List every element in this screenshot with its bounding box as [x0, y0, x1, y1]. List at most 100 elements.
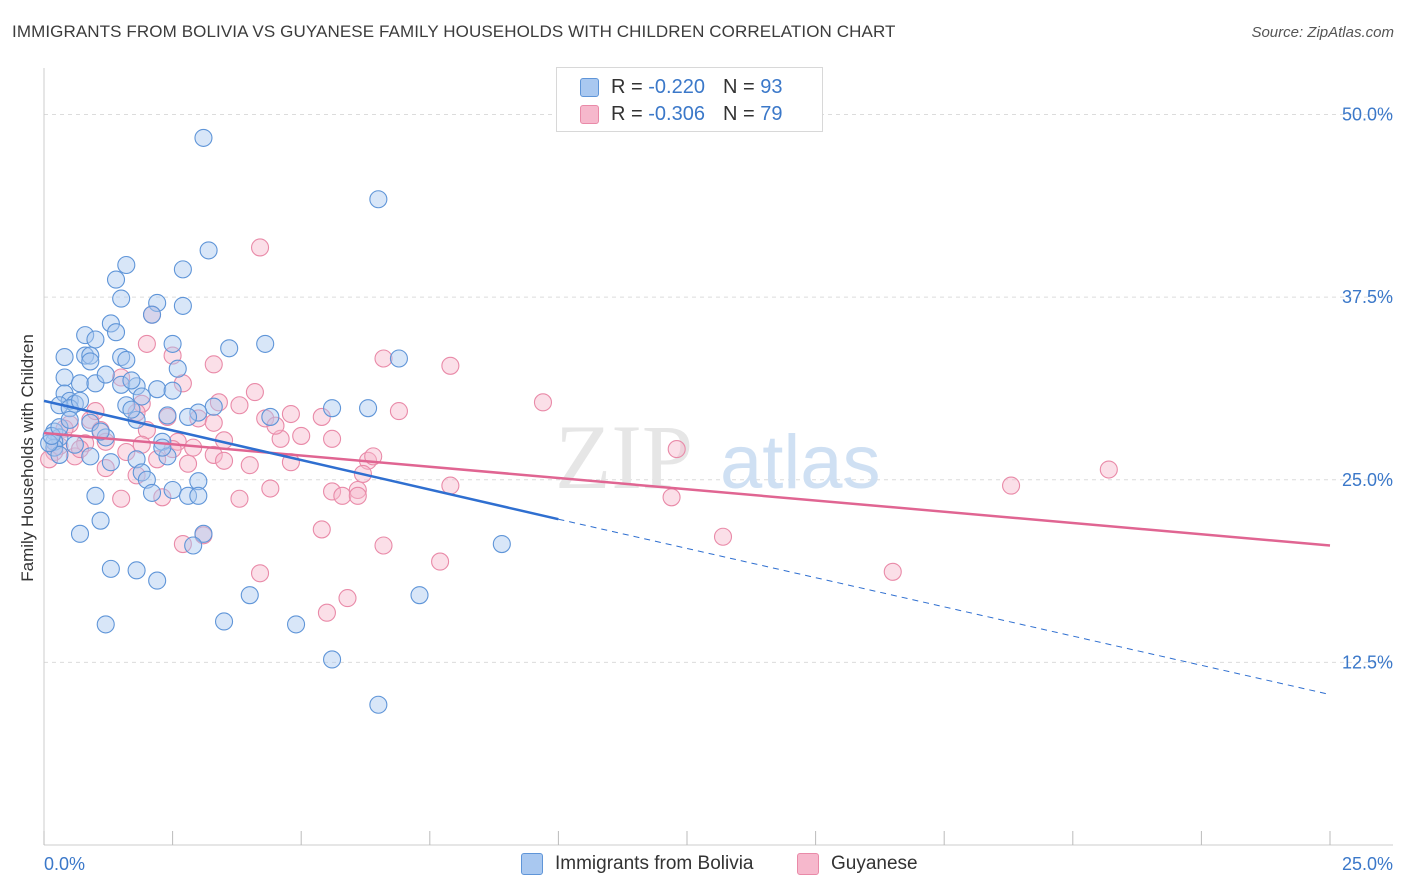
bolivia-point: [163, 334, 182, 353]
source-credit: Source: ZipAtlas.com: [1251, 24, 1394, 41]
guyanese-point: [204, 355, 223, 374]
guyanese-point: [112, 489, 131, 508]
guyanese-point: [214, 451, 234, 470]
bolivia-point: [81, 447, 100, 466]
bolivia-point: [91, 511, 110, 530]
guyanese-point: [148, 450, 167, 469]
bolivia-point: [81, 346, 100, 365]
bolivia-point: [127, 377, 146, 396]
guyanese-point: [389, 402, 408, 421]
guyanese-point: [317, 603, 336, 622]
watermark-atlas: atlas: [720, 420, 881, 505]
bolivia-point: [112, 375, 131, 394]
guyanese-point: [348, 480, 367, 500]
bolivia-point: [359, 399, 378, 418]
bolivia-point: [142, 305, 162, 324]
guyanese-point: [1099, 460, 1118, 479]
guyanese-point: [178, 454, 198, 473]
bolivia-point: [65, 435, 84, 454]
guyanese-point: [441, 356, 460, 375]
guyanese-point: [312, 520, 331, 539]
guyanese-point: [204, 413, 223, 432]
bolivia-point: [76, 346, 95, 365]
guyanese-point: [533, 393, 553, 412]
guyanese-swatch: [580, 104, 599, 124]
guyanese-point: [127, 466, 146, 485]
bolivia-point: [163, 480, 182, 500]
bolivia-point: [369, 695, 388, 714]
chart-title: IMMIGRANTS FROM BOLIVIA VS GUYANESE FAMI…: [12, 22, 896, 41]
bolivia-point: [81, 352, 100, 371]
bolivia-point: [55, 347, 74, 367]
bolivia-point: [122, 400, 141, 419]
watermark: ZIP atlas: [555, 406, 881, 508]
guyanese-point: [662, 488, 681, 507]
guyanese-point: [230, 489, 249, 508]
bolivia-point: [106, 270, 126, 289]
guyanese-trend-line: [43, 431, 1331, 547]
bolivia-point: [76, 326, 95, 345]
bolivia-point: [189, 403, 208, 422]
bolivia-point: [112, 289, 131, 308]
n-label: N =: [722, 75, 755, 98]
bolivia-point: [132, 387, 151, 406]
guyanese-point: [117, 442, 136, 462]
guyanese-point: [333, 486, 352, 505]
bolivia-point: [194, 524, 213, 543]
guyanese-point: [40, 450, 59, 469]
guyanese-point: [250, 238, 270, 257]
r-value: -0.306: [648, 102, 705, 125]
bolivia-point: [101, 453, 120, 472]
y-tick-label: 12.5%: [1342, 652, 1393, 672]
stats-legend-row-guyanese: R = -0.306 N = 79: [557, 101, 782, 127]
bolivia-point: [204, 397, 223, 416]
bolivia-point: [240, 586, 259, 605]
guyanese-point: [137, 334, 156, 353]
r-label: R =: [611, 75, 643, 98]
bolivia-point: [122, 371, 141, 390]
bolivia-point: [410, 586, 429, 605]
bolivia-point: [148, 293, 167, 313]
guyanese-point: [348, 486, 367, 505]
guyanese-point: [292, 426, 311, 445]
bolivia-point: [256, 334, 275, 353]
bolivia-point: [389, 349, 408, 368]
bolivia-point: [112, 347, 131, 367]
bolivia-point: [492, 534, 511, 554]
y-tick-label: 37.5%: [1342, 287, 1393, 307]
bolivia-point: [261, 407, 280, 426]
guyanese-point: [1002, 476, 1021, 495]
guyanese-point: [96, 459, 115, 478]
guyanese-point: [132, 394, 151, 413]
bolivia-point: [158, 406, 177, 425]
y-tick-label: 50.0%: [1342, 105, 1393, 125]
bolivia-swatch: [580, 77, 599, 97]
bolivia-point: [168, 359, 187, 378]
bolivia-point: [40, 434, 59, 453]
watermark-zip: ZIP: [555, 406, 693, 508]
bolivia-point: [70, 374, 90, 393]
y-tick-label: 25.0%: [1342, 470, 1393, 490]
stats-legend-row-bolivia: R = -0.220 N = 93: [557, 74, 782, 100]
bolivia-point: [178, 407, 198, 426]
bolivia-point: [323, 650, 342, 669]
bolivia-point: [189, 472, 208, 491]
bolivia-point: [173, 260, 192, 279]
x-tick-label-max: 25.0%: [1342, 854, 1393, 874]
bolivia-point: [323, 399, 342, 418]
legend-label-guyanese: Guyanese: [831, 853, 918, 874]
series-bolivia-points: [40, 128, 511, 714]
guyanese-point: [112, 368, 131, 387]
n-value: 93: [760, 75, 783, 98]
bolivia-point: [142, 483, 162, 502]
gridlines: [44, 114, 1393, 663]
guyanese-point: [245, 383, 264, 402]
n-value: 79: [760, 102, 783, 125]
bolivia-point: [158, 447, 177, 466]
guyanese-point: [883, 562, 902, 581]
guyanese-point: [230, 396, 249, 415]
guyanese-point: [323, 429, 342, 448]
guyanese-point: [441, 476, 460, 495]
bolivia-point: [194, 128, 213, 147]
